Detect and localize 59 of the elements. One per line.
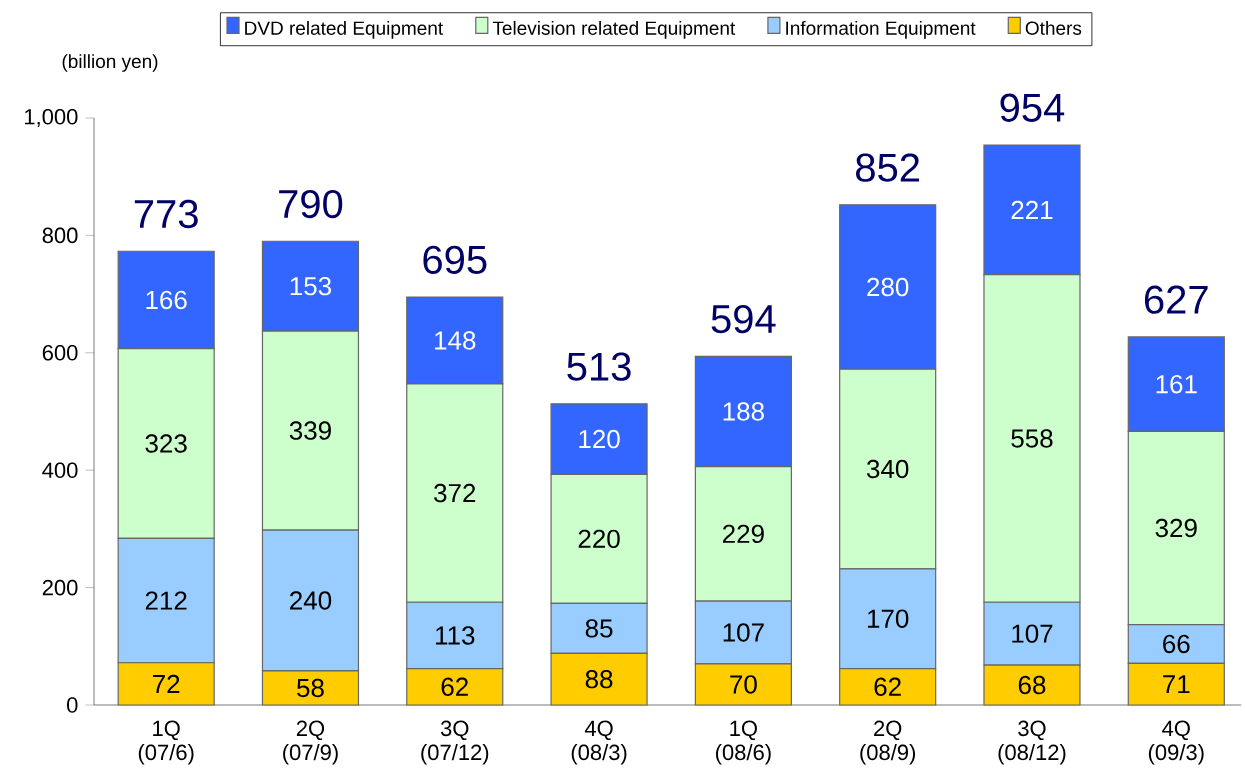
data-label: 166: [146, 290, 187, 310]
data-label: 372: [434, 483, 476, 503]
legend-label: Others: [1025, 20, 1082, 35]
y-tick-label: 200: [42, 579, 78, 596]
y-axis-title: (billion yen): [62, 54, 158, 72]
data-label: 558: [1011, 429, 1053, 448]
data-label: 88: [585, 669, 613, 689]
x-tick-label: 2Q (07/9): [283, 720, 338, 765]
data-label: 58: [297, 678, 324, 698]
data-label: 339: [289, 421, 331, 440]
data-label: 72: [153, 674, 180, 693]
data-label: 323: [145, 434, 187, 453]
x-tick-label: 4Q (08/3): [571, 720, 627, 765]
data-label: 70: [730, 675, 757, 694]
data-label: 220: [578, 529, 620, 548]
total-label: 773: [134, 199, 198, 229]
x-tick-label: 3Q (08/12): [998, 720, 1066, 765]
data-label: 188: [723, 402, 764, 421]
legend-label: DVD related Equipment: [245, 20, 444, 39]
data-label: 280: [867, 277, 909, 297]
data-label: 85: [585, 619, 613, 638]
y-tick-label: 1,000: [25, 108, 78, 128]
data-label: 68: [1018, 675, 1046, 695]
data-label: 170: [867, 609, 909, 628]
legend-label: Television related Equipment: [492, 20, 736, 39]
total-label: 852: [856, 153, 920, 182]
data-label: 62: [874, 677, 901, 696]
y-tick-label: 800: [42, 227, 78, 244]
x-tick-label: 1Q (07/6): [138, 720, 194, 765]
x-tick-label: 1Q (08/6): [715, 720, 771, 765]
data-label: 153: [290, 276, 332, 296]
x-tick-label: 4Q (09/3): [1148, 720, 1204, 765]
y-tick-label: 600: [42, 344, 78, 361]
y-tick-label: 0: [67, 697, 78, 713]
total-label: 594: [711, 304, 776, 334]
data-label: 107: [1012, 624, 1053, 643]
data-label: 71: [1163, 675, 1190, 694]
data-label: 229: [723, 524, 764, 543]
data-label: 161: [1156, 374, 1197, 394]
data-label: 62: [441, 677, 468, 696]
x-tick-label: 3Q (07/12): [421, 720, 489, 765]
data-label: 329: [1155, 518, 1197, 538]
data-label: 240: [290, 591, 332, 610]
data-label: 113: [436, 626, 475, 645]
data-label: 148: [435, 331, 476, 350]
data-label: 120: [579, 429, 620, 449]
total-label: 627: [1144, 285, 1208, 314]
x-tick-label: 2Q (08/9): [860, 720, 916, 765]
total-label: 954: [1000, 93, 1065, 122]
total-label: 513: [567, 352, 631, 381]
total-label: 790: [279, 189, 343, 219]
data-label: 66: [1163, 634, 1190, 654]
legend-label: Information Equipment: [786, 20, 976, 39]
data-label: 340: [866, 459, 909, 479]
data-label: 212: [145, 591, 187, 610]
total-label: 695: [423, 245, 487, 274]
data-label: 107: [723, 623, 764, 642]
data-label: 221: [1011, 200, 1053, 219]
y-tick-label: 400: [42, 462, 78, 478]
